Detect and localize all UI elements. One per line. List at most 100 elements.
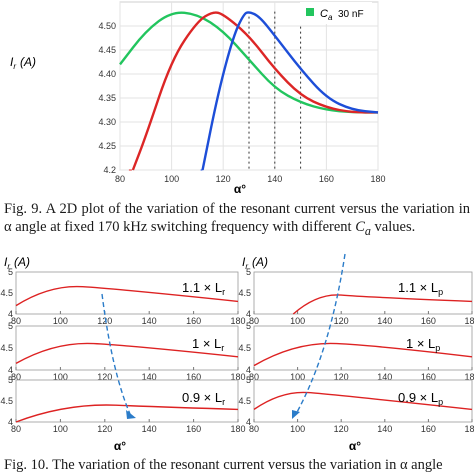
f10-left-label-2: 0.9 × Lr xyxy=(182,390,225,407)
f9-xtick-label: 120 xyxy=(216,174,231,184)
f10-right-xtick-label: 160 xyxy=(421,424,436,434)
f10-right-subplot-frame xyxy=(253,379,473,423)
f10-right-curve-2 xyxy=(253,391,473,411)
f10-right-ylabel: Ir (A) xyxy=(242,255,268,271)
f10-right-xtick-label: 80 xyxy=(249,372,259,382)
f9-series-line-2 xyxy=(201,11,379,171)
f9-series-line-0 xyxy=(119,11,378,114)
f10-right-xtick-label: 100 xyxy=(290,316,305,326)
f10-right-xtick-label: 120 xyxy=(334,316,349,326)
f10-right-xtick-label: 140 xyxy=(377,424,392,434)
f10-right-label-0: 1.1 × Lp xyxy=(398,280,443,297)
f9-xtick-label: 180 xyxy=(370,174,385,184)
f10-right-curve-1 xyxy=(253,342,473,367)
f10-right-ytick-label: 5 xyxy=(246,267,251,277)
f10-left-ytick-label: 4 xyxy=(8,417,13,427)
f10-right-xtick-label: 180 xyxy=(464,372,474,382)
f10-left-xtick-label: 100 xyxy=(53,424,68,434)
f9-ytick-label: 4.25 xyxy=(98,141,116,151)
f10-left-ytick-label: 4 xyxy=(8,365,13,375)
f10-left-label-1: 1 × Lr xyxy=(192,336,224,353)
f10-left-xtick-label: 80 xyxy=(11,424,21,434)
f10-left-ylabel: Ir (A) xyxy=(4,255,30,271)
f9-ylabel: Ir (A) xyxy=(10,55,36,71)
f10-left-xtick-label: 180 xyxy=(230,372,245,382)
f10-right-xtick-label: 120 xyxy=(334,424,349,434)
f10-right-xtick-label: 80 xyxy=(249,316,259,326)
f10-left-subplot-frame xyxy=(15,271,239,315)
f10-left-xtick-label: 180 xyxy=(230,316,245,326)
f10-right-ytick-label: 4 xyxy=(246,309,251,319)
f10-left-xtick-label: 100 xyxy=(53,372,68,382)
f10-right-xtick-label: 160 xyxy=(421,316,436,326)
f9-ytick-label: 4.50 xyxy=(98,21,116,31)
f10-right-arrow-path xyxy=(295,253,346,415)
f10-left-xtick-label: 180 xyxy=(230,424,245,434)
f10-right-subplot-frame xyxy=(253,271,473,315)
f9-legend-swatch xyxy=(306,8,314,16)
f10-left-xtick-label: 80 xyxy=(11,316,21,326)
f10-left-ytick-label: 4 xyxy=(8,309,13,319)
f9-xlabel: α° xyxy=(234,182,246,196)
f9-ytick-label: 4.40 xyxy=(98,69,116,79)
f10-right-label-2: 0.9 × Lp xyxy=(398,390,443,407)
figure-9-chart: 4.2 4.25 4.30 4.35 4.40 4.45 4.50 80 100 120 140 1… xyxy=(10,1,386,196)
f9-legend-label: Ca xyxy=(320,8,333,22)
f10-left-curve-0 xyxy=(15,285,239,307)
f10-right-ytick-label: 4 xyxy=(246,365,251,375)
f10-right-xtick-label: 120 xyxy=(334,372,349,382)
f10-left-ytick-label: 4.5 xyxy=(0,396,13,406)
f10-left-xlabel: α° xyxy=(114,439,126,453)
f10-left-arrowhead-icon xyxy=(126,410,136,419)
f10-left-xtick-label: 120 xyxy=(97,372,112,382)
f10-left-xtick-label: 120 xyxy=(97,424,112,434)
f9-xtick-label: 140 xyxy=(267,174,282,184)
f10-left-ytick-label: 5 xyxy=(8,321,13,331)
f10-right-subplot-frame xyxy=(253,325,473,371)
f10-right-arrowhead-icon xyxy=(292,410,300,419)
f9-caption-end: values. xyxy=(370,219,416,235)
f9-legend-value: 30 nF xyxy=(338,9,364,20)
f10-left-xtick-label: 140 xyxy=(142,372,157,382)
f10-left-xtick-label: 80 xyxy=(11,372,21,382)
f10-right-ytick-label: 4 xyxy=(246,417,251,427)
f10-right-ytick-label: 4.5 xyxy=(238,396,251,406)
f10-left-curve-2 xyxy=(15,404,239,423)
f10-left-label-0: 1.1 × Lr xyxy=(182,280,225,297)
f9-xtick-label: 80 xyxy=(115,174,125,184)
f10-left-xtick-label: 120 xyxy=(97,316,112,326)
f10-right-ytick-label: 4.5 xyxy=(238,288,251,298)
f10-left-xtick-label: 140 xyxy=(142,316,157,326)
f9-caption-var-sub: a xyxy=(364,223,371,238)
f9-ytick-label: 4.30 xyxy=(98,117,116,127)
f10-right-xtick-label: 160 xyxy=(421,372,436,382)
f10-left-xtick-label: 140 xyxy=(142,424,157,434)
f10-left-xtick-label: 160 xyxy=(186,372,201,382)
f10-left-ytick-label: 5 xyxy=(8,267,13,277)
figure-9-caption: Fig. 9. A 2D plot of the variation of th… xyxy=(4,200,470,240)
f10-right-ytick-label: 5 xyxy=(246,375,251,385)
f10-left-ytick-label: 5 xyxy=(8,375,13,385)
f10-right-ytick-label: 4.5 xyxy=(238,343,251,353)
f10-right-xlabel: α° xyxy=(349,439,361,453)
f9-ytick-label: 4.2 xyxy=(103,165,116,175)
f9-xtick-label: 160 xyxy=(319,174,334,184)
f9-legend: Ca 30 nF xyxy=(300,2,372,24)
f9-ytick-label: 4.35 xyxy=(98,93,116,103)
f9-caption-text: Fig. 9. A 2D plot of the variation of th… xyxy=(4,201,470,235)
f10-right-xtick-label: 180 xyxy=(464,424,474,434)
f9-xtick-label: 100 xyxy=(164,174,179,184)
f10-right-label-1: 1 × Lp xyxy=(406,336,440,353)
f10-right-ytick-label: 5 xyxy=(246,321,251,331)
f10-left-xtick-label: 100 xyxy=(53,316,68,326)
f10-right-curve-0 xyxy=(292,294,473,315)
f10-right-xtick-label: 180 xyxy=(464,316,474,326)
f10-right-xtick-label: 100 xyxy=(290,372,305,382)
figure-10-caption: Fig. 10. The variation of the resonant c… xyxy=(4,457,443,473)
f10-right-xtick-label: 140 xyxy=(377,372,392,382)
f9-caption-var: C xyxy=(355,219,365,235)
f10-right-xtick-label: 80 xyxy=(249,424,259,434)
f9-ytick-label: 4.45 xyxy=(98,45,116,55)
f10-left-ytick-label: 4.5 xyxy=(0,288,13,298)
